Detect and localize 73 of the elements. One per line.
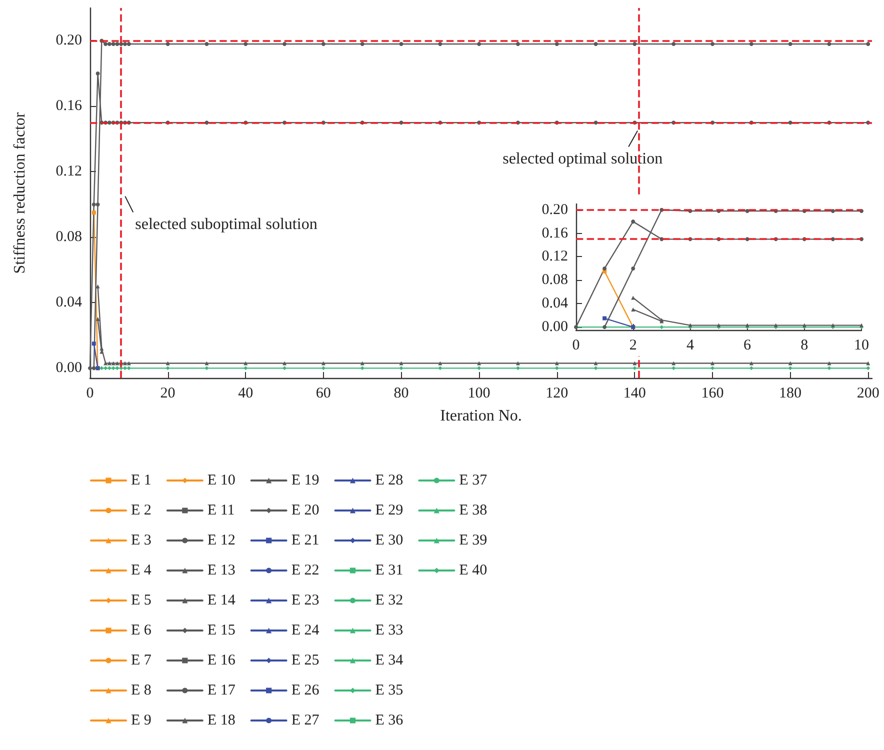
legend-label: E 38 <box>459 502 488 518</box>
x-tick-label: 10 <box>854 338 869 354</box>
x-tick-label: 4 <box>686 338 694 354</box>
legend-label: E 36 <box>375 712 404 728</box>
legend-label: E 32 <box>375 592 404 608</box>
x-tick-label: 0 <box>572 338 580 354</box>
x-tick-label: 20 <box>160 386 176 402</box>
legend-label: E 24 <box>291 622 320 638</box>
annotation: selected suboptimal solution <box>135 216 318 233</box>
legend-label: E 31 <box>375 562 404 578</box>
legend-label: E 25 <box>291 652 320 668</box>
legend-label: E 34 <box>375 652 404 668</box>
x-tick-label: 180 <box>779 386 802 402</box>
legend-label: E 1 <box>131 472 152 488</box>
legend-label: E 3 <box>131 532 152 548</box>
legend-label: E 18 <box>207 712 236 728</box>
y-tick-label: 0.00 <box>542 319 568 336</box>
x-axis-title: Iteration No. <box>440 408 522 424</box>
x-tick-label: 60 <box>316 386 331 402</box>
annotation: selected optimal solution <box>502 150 663 168</box>
legend-label: E 35 <box>375 682 404 698</box>
y-tick-label: 0.12 <box>542 248 568 265</box>
y-tick-label: 0.16 <box>542 225 568 242</box>
x-tick-label: 0 <box>86 386 94 402</box>
y-tick-label: 0.04 <box>542 296 568 312</box>
y-tick-label: 0.12 <box>56 164 82 180</box>
x-tick-label: 100 <box>468 386 490 402</box>
x-tick-label: 160 <box>701 386 724 402</box>
legend-label: E 21 <box>291 532 320 548</box>
y-tick-label: 0.04 <box>56 294 82 311</box>
legend-label: E 8 <box>131 682 152 698</box>
legend-label: E 26 <box>291 682 320 698</box>
y-tick-label: 0.08 <box>56 229 82 246</box>
legend-label: E 30 <box>375 532 404 548</box>
y-tick-label: 0.20 <box>56 32 82 49</box>
legend-label: E 22 <box>291 562 320 578</box>
legend-label: E 2 <box>131 502 152 518</box>
legend-label: E 40 <box>459 562 488 578</box>
legend-label: E 6 <box>131 622 152 638</box>
legend-label: E 19 <box>291 472 320 488</box>
legend-label: E 29 <box>375 502 404 518</box>
legend-label: E 23 <box>291 592 320 608</box>
y-tick-label: 0.16 <box>56 98 82 114</box>
x-tick-label: 2 <box>629 338 637 354</box>
legend-label: E 33 <box>375 622 404 638</box>
legend-label: E 20 <box>291 502 320 518</box>
x-tick-label: 6 <box>744 338 752 354</box>
x-tick-label: 8 <box>800 338 808 354</box>
x-tick-label: 80 <box>394 386 409 402</box>
legend-label: E 5 <box>131 592 152 608</box>
legend-label: E 9 <box>131 712 152 728</box>
legend-label: E 4 <box>131 562 152 578</box>
legend-label: E 37 <box>459 472 488 488</box>
legend-label: E 39 <box>459 532 488 548</box>
legend-label: E 13 <box>207 562 236 578</box>
y-tick-label: 0.00 <box>56 360 82 376</box>
x-tick-label: 120 <box>546 386 568 402</box>
x-tick-label: 140 <box>623 386 646 402</box>
legend-label: E 15 <box>207 622 236 638</box>
legend-label: E 16 <box>207 652 236 668</box>
legend-label: E 10 <box>207 472 236 488</box>
legend-label: E 28 <box>375 472 404 488</box>
legend-label: E 14 <box>207 592 236 608</box>
legend-label: E 12 <box>207 532 236 548</box>
legend-label: E 11 <box>207 502 235 518</box>
y-tick-label: 0.20 <box>542 202 568 218</box>
legend-label: E 27 <box>291 712 320 728</box>
legend-label: E 7 <box>131 652 152 668</box>
legend-label: E 17 <box>207 682 236 698</box>
x-tick-label: 40 <box>238 386 254 402</box>
y-tick-label: 0.08 <box>542 272 568 288</box>
y-axis-title: Stiffness reduction factor <box>12 112 28 274</box>
x-tick-label: 200 <box>856 386 880 402</box>
